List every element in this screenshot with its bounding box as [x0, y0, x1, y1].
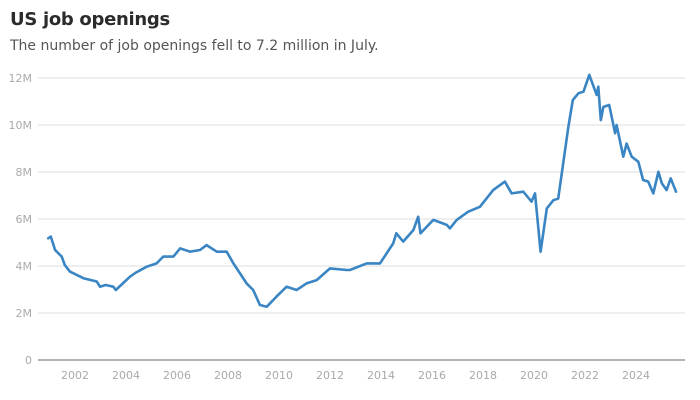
x-tick-label: 2024	[622, 369, 650, 382]
x-tick-label: 2006	[163, 369, 191, 382]
x-tick-label: 2016	[418, 369, 446, 382]
x-tick-label: 2018	[469, 369, 497, 382]
y-tick-label: 6M	[16, 213, 33, 226]
x-tick-label: 2022	[571, 369, 599, 382]
y-tick-label: 8M	[16, 166, 33, 179]
y-tick-label: 2M	[16, 307, 33, 320]
x-tick-label: 2014	[367, 369, 395, 382]
y-tick-label: 0	[25, 354, 32, 367]
x-tick-label: 2008	[214, 369, 242, 382]
chart-subtitle: The number of job openings fell to 7.2 m…	[10, 38, 379, 54]
y-tick-label: 4M	[16, 260, 33, 273]
x-tick-label: 2012	[316, 369, 344, 382]
x-tick-label: 2002	[61, 369, 89, 382]
y-tick-label: 12M	[9, 72, 33, 85]
series-line-job-openings	[46, 73, 678, 308]
x-tick-label: 2004	[112, 369, 140, 382]
x-tick-label: 2020	[520, 369, 548, 382]
y-tick-label: 10M	[9, 119, 33, 132]
chart-title: US job openings	[10, 9, 170, 30]
x-tick-label: 2010	[265, 369, 293, 382]
